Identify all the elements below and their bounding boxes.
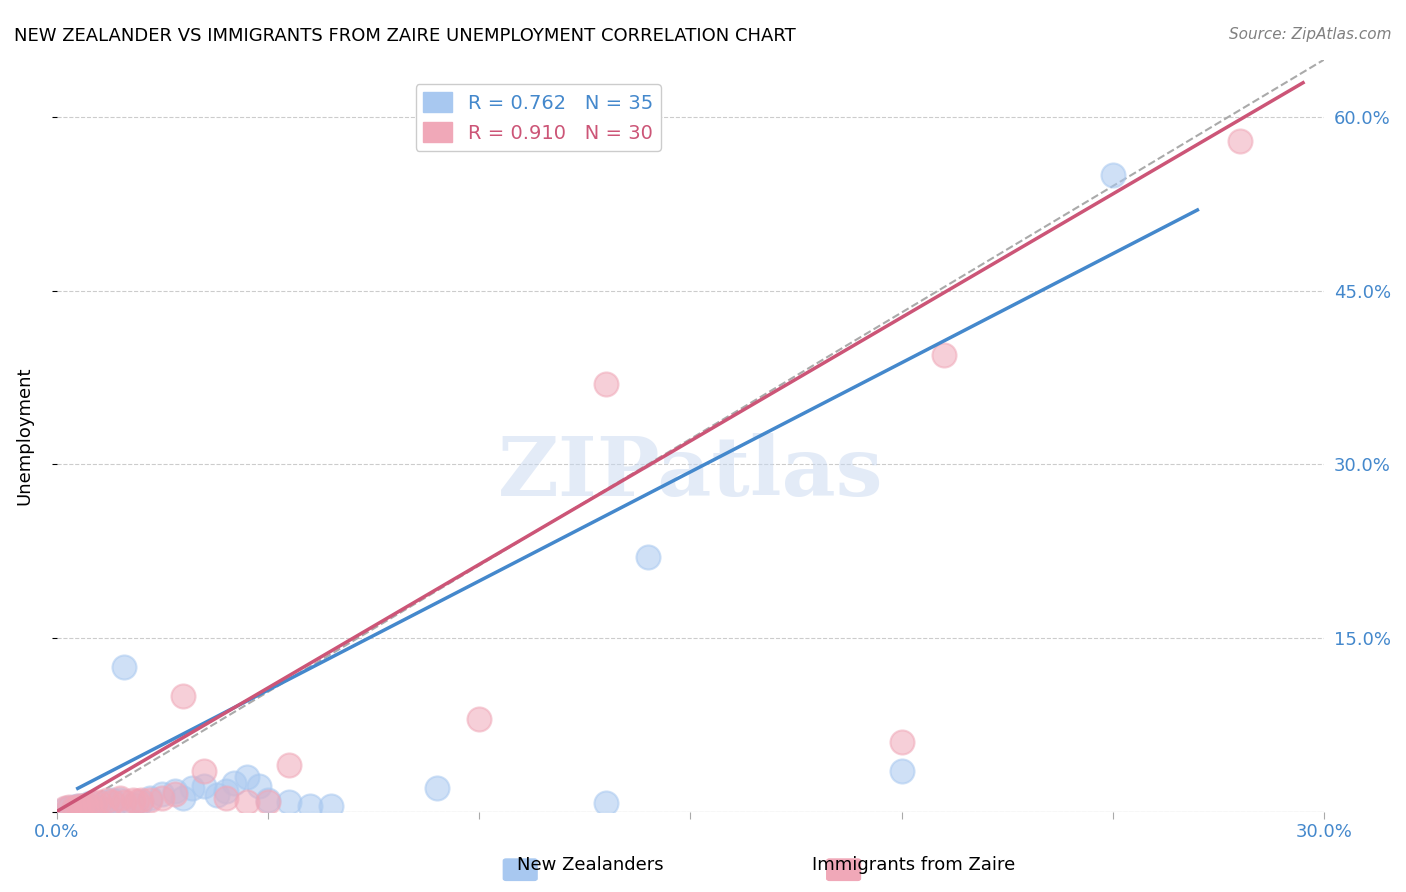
Point (58, 800, 80, 814)
Point (222, 775, 245, 789)
Point (150, 787, 173, 801)
Legend: R = 0.762   N = 35, R = 0.910   N = 30: R = 0.762 N = 35, R = 0.910 N = 30 (416, 85, 661, 151)
Point (138, 793, 160, 807)
Point (100, 795, 122, 809)
Point (890, 764, 912, 778)
Point (595, 376, 617, 391)
Point (96, 793, 118, 807)
Point (1229, 134, 1251, 148)
Point (129, 793, 152, 807)
Point (108, 793, 131, 807)
Point (214, 783, 236, 797)
Point (214, 790, 236, 805)
Point (172, 689, 194, 703)
Point (150, 790, 173, 805)
Point (932, 348, 955, 362)
Point (75, 797, 97, 812)
Point (79, 797, 101, 812)
Point (426, 781, 449, 796)
Point (79, 797, 101, 811)
Point (163, 783, 186, 797)
Point (163, 787, 186, 801)
Point (249, 779, 271, 793)
Point (1102, 169, 1125, 183)
Point (108, 790, 131, 805)
Point (75, 797, 97, 812)
Text: Source: ZipAtlas.com: Source: ZipAtlas.com (1229, 27, 1392, 42)
Point (257, 795, 280, 809)
Text: ZIPatlas: ZIPatlas (498, 434, 883, 513)
Text: NEW ZEALANDER VS IMMIGRANTS FROM ZAIRE UNEMPLOYMENT CORRELATION CHART: NEW ZEALANDER VS IMMIGRANTS FROM ZAIRE U… (14, 27, 796, 45)
Y-axis label: Unemployment: Unemployment (15, 367, 32, 505)
Point (121, 797, 143, 812)
Point (70, 798, 93, 813)
Point (100, 793, 122, 807)
Point (53, 801, 76, 815)
Point (62, 800, 84, 814)
Point (193, 779, 215, 793)
Point (205, 789, 228, 803)
Point (193, 764, 215, 778)
Text: New Zealanders: New Zealanders (517, 856, 664, 874)
Point (180, 781, 202, 796)
Point (53, 802, 76, 816)
Point (278, 758, 301, 772)
Point (257, 793, 280, 807)
Text: Immigrants from Zaire: Immigrants from Zaire (813, 856, 1015, 874)
Point (83, 797, 105, 811)
Point (66, 798, 89, 813)
Point (890, 735, 912, 749)
Point (87, 800, 110, 814)
Point (83, 801, 105, 815)
Point (58, 801, 80, 815)
Point (235, 795, 257, 809)
Point (637, 549, 659, 564)
Point (112, 795, 135, 809)
Point (62, 801, 84, 815)
Point (129, 795, 152, 809)
Point (172, 790, 194, 805)
Point (121, 793, 143, 807)
Point (96, 795, 118, 809)
Point (112, 660, 135, 674)
Point (468, 712, 491, 726)
Point (138, 790, 160, 805)
Point (595, 797, 617, 811)
Point (70, 798, 93, 813)
Point (321, 798, 343, 813)
Point (66, 798, 89, 813)
Point (278, 795, 301, 809)
Point (125, 794, 148, 808)
Point (299, 798, 322, 813)
Point (235, 770, 257, 784)
Point (87, 795, 110, 809)
